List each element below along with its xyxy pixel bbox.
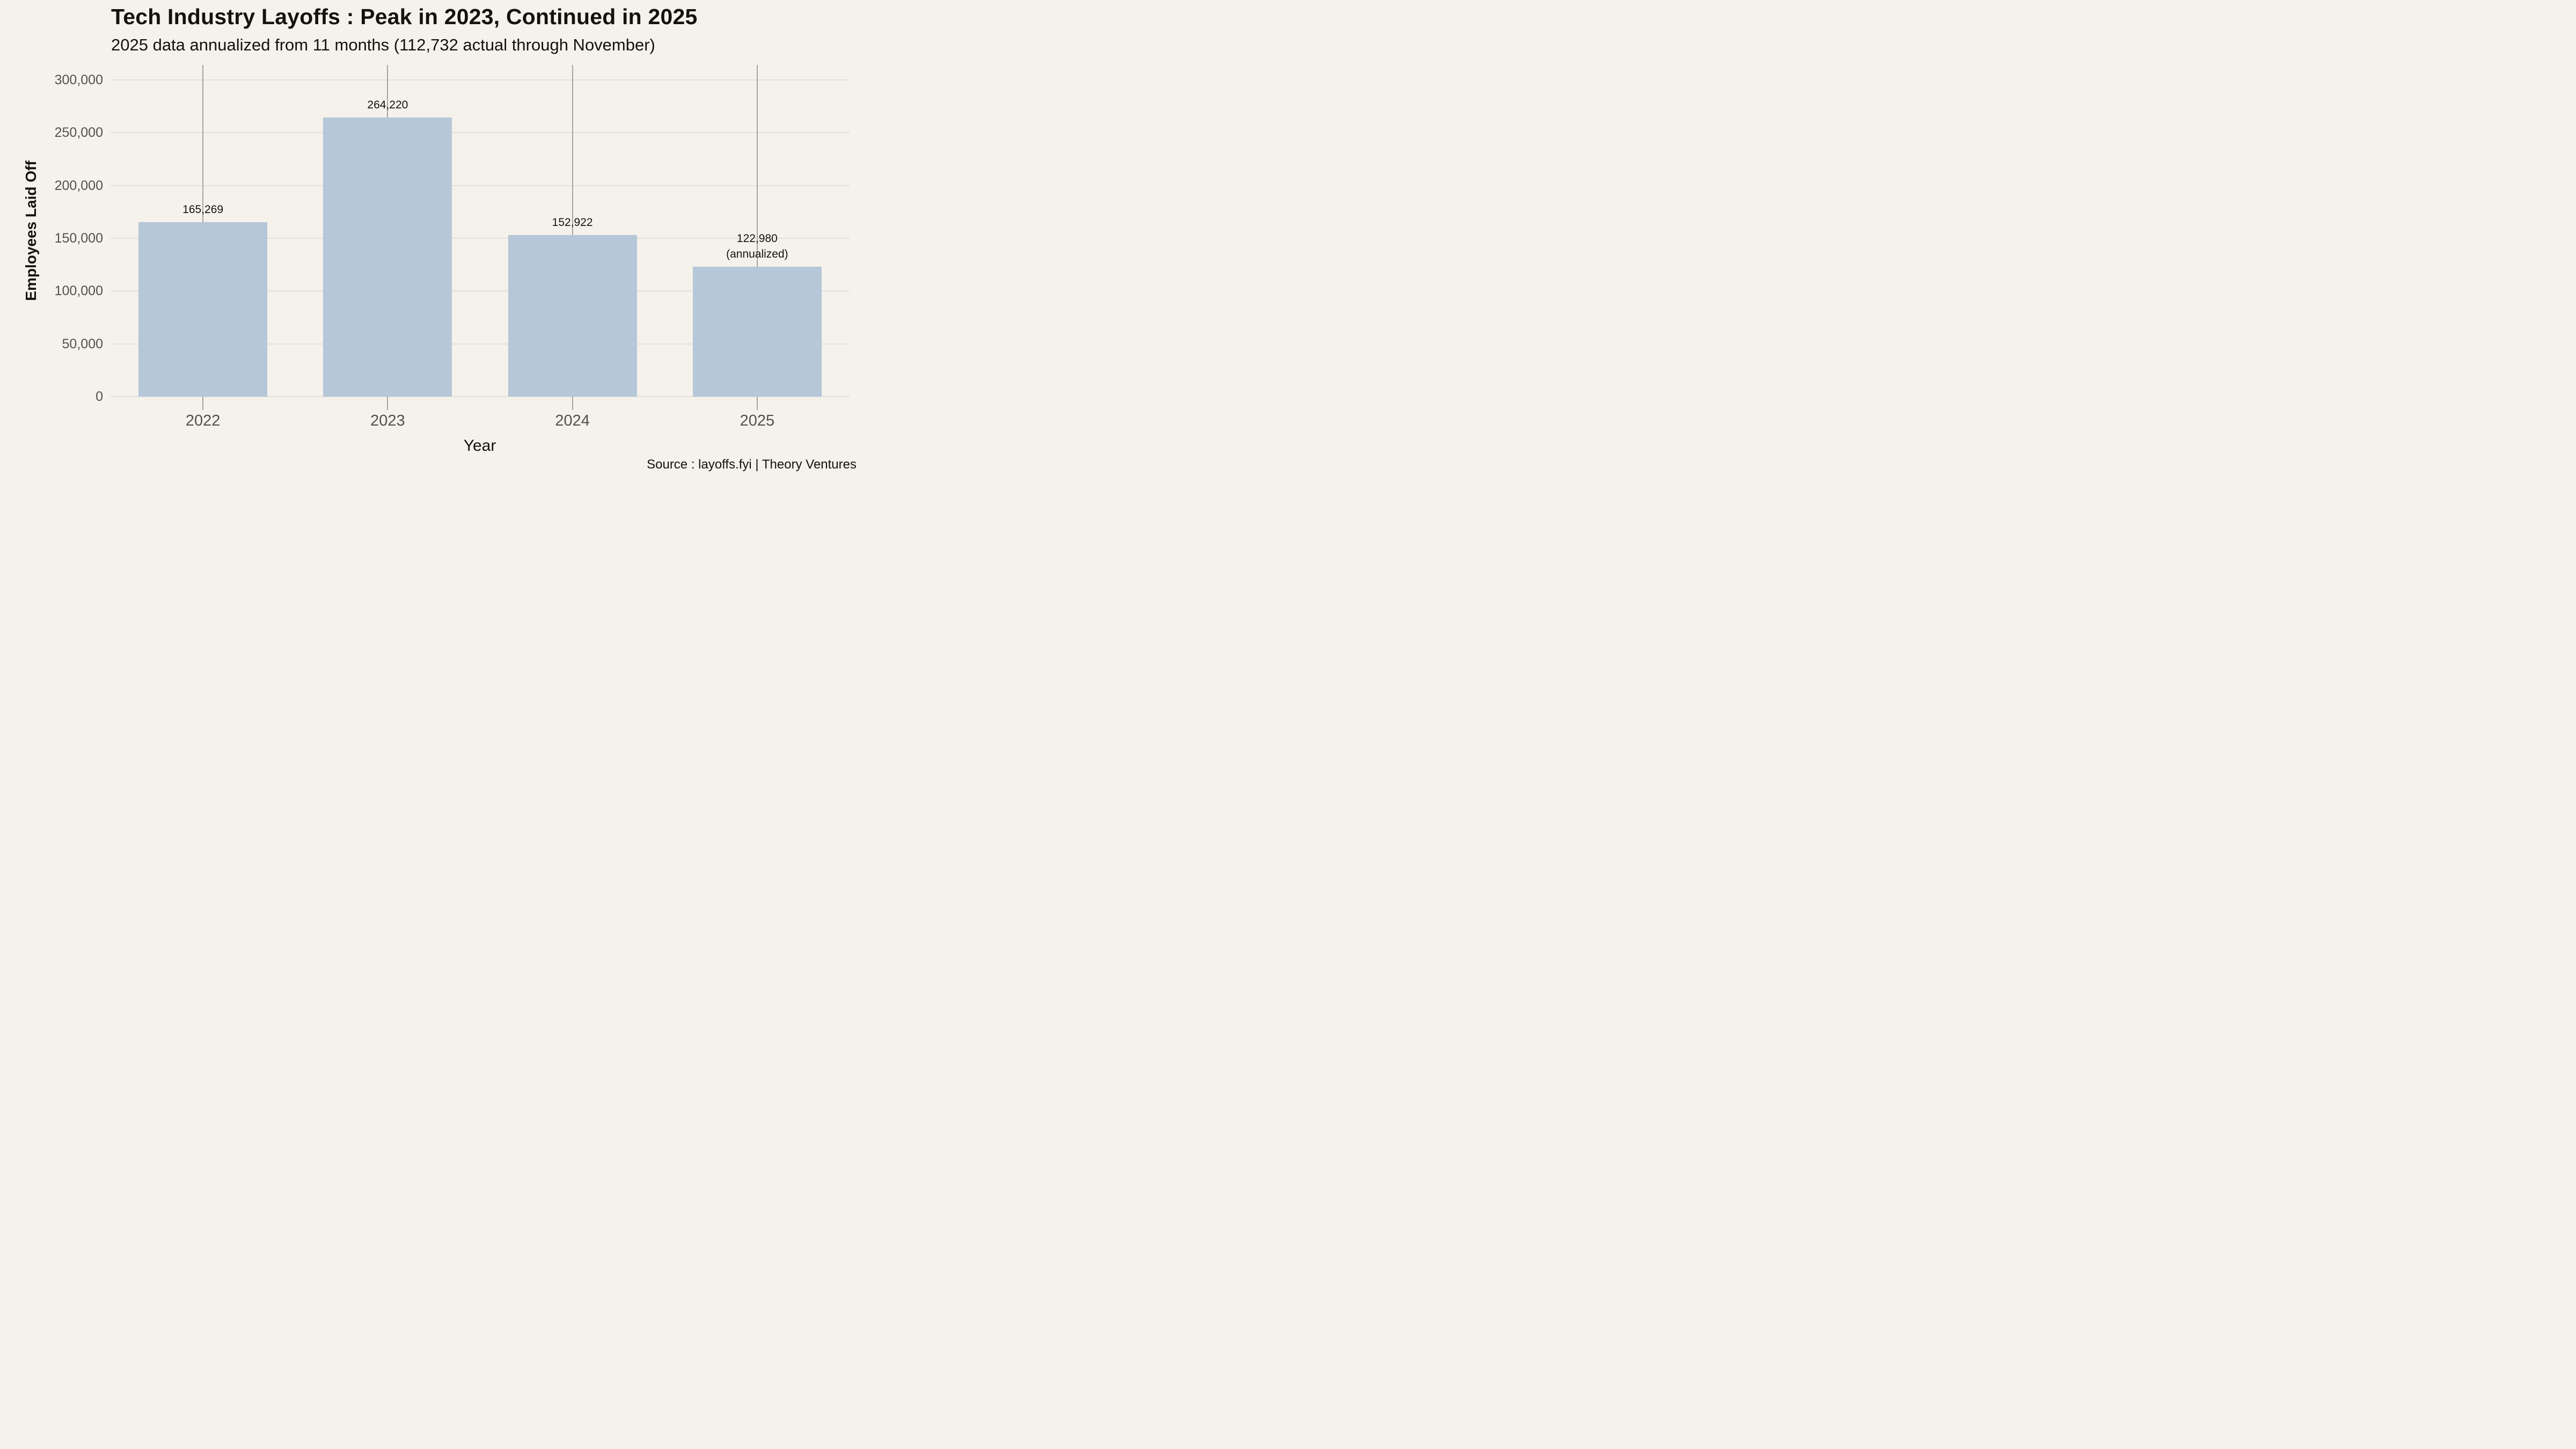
h-gridline [111,79,850,80]
bar-value-label: 165,269 [182,203,224,216]
y-tick-label: 100,000 [54,283,103,299]
bar-value-label: 122,980 (annualized) [726,232,788,261]
y-tick-label: 250,000 [54,125,103,141]
h-gridline [111,396,850,397]
y-tick-label: 300,000 [54,72,103,87]
v-gridline [756,65,758,410]
chart-title: Tech Industry Layoffs : Peak in 2023, Co… [111,4,698,29]
h-gridline [111,132,850,134]
bar-value-label: 152,922 [552,216,593,229]
source-credit: Source : layoffs.fyi | Theory Ventures [647,457,857,472]
x-tick-label: 2024 [555,412,590,429]
x-tick-label: 2023 [370,412,405,429]
y-tick-label: 50,000 [62,336,103,352]
h-gridline [111,185,850,186]
y-tick-label: 200,000 [54,178,103,193]
h-gridline [111,343,850,345]
layoffs-bar-chart: Tech Industry Layoffs : Peak in 2023, Co… [0,0,859,483]
y-tick-label: 150,000 [54,231,103,246]
x-tick-label: 2025 [740,412,775,429]
bar [323,118,452,397]
bar [138,222,268,397]
bar-value-label: 264,220 [367,99,408,112]
x-axis-title: Year [463,437,496,455]
y-tick-label: 0 [96,389,103,404]
plot-area: 165,269 264,220 152,922 122,980 (annualized… [111,65,850,410]
h-gridline [111,238,850,239]
bar [508,235,637,397]
x-tick-label: 2022 [185,412,221,429]
h-gridline [111,290,850,292]
bar [692,267,822,397]
chart-subtitle: 2025 data annualized from 11 months (112… [111,35,655,54]
